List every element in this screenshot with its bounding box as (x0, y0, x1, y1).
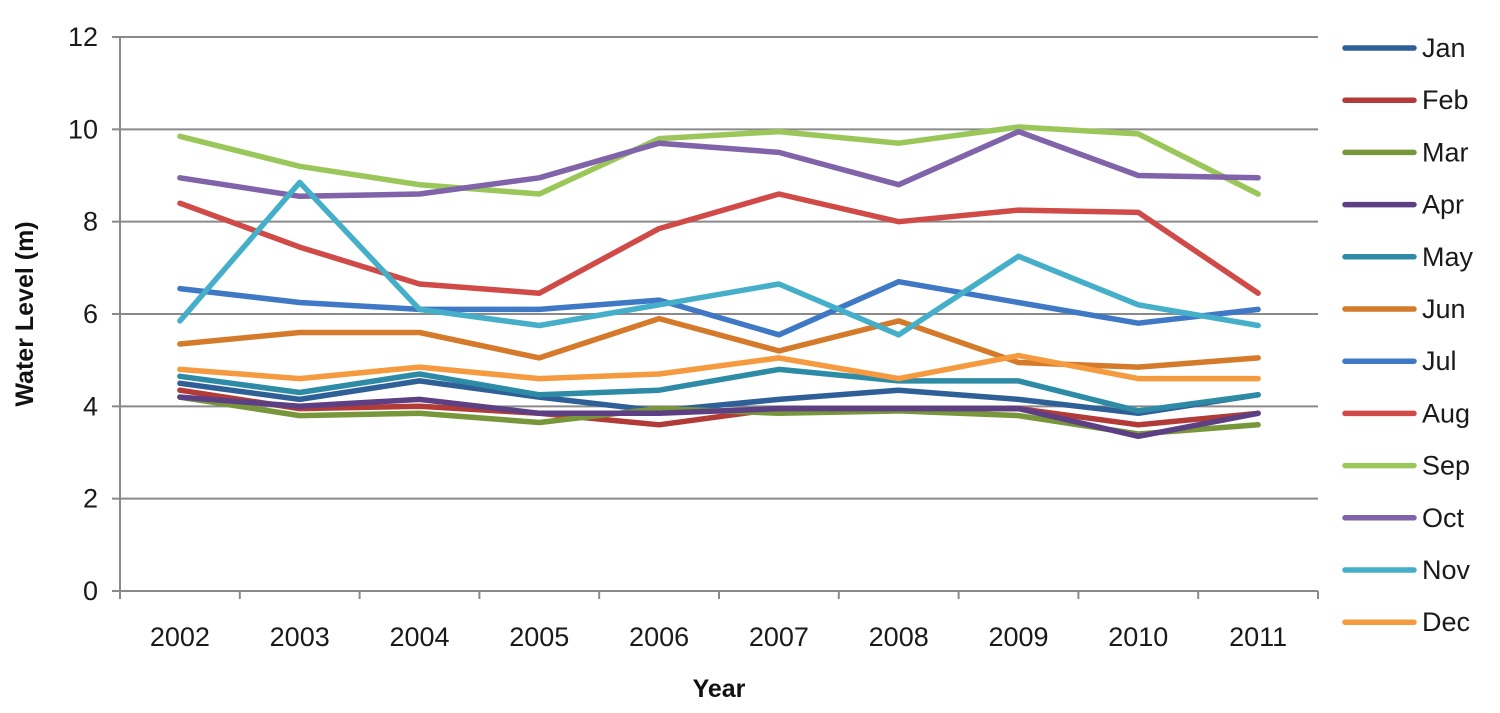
x-tick-label: 2003 (270, 622, 330, 652)
legend: Jan Feb Mar Apr May Jun Jul Aug Sep Oct Nov Dec (1345, 33, 1474, 637)
legend-item-mar: Mar (1345, 137, 1469, 167)
y-tick-label: 12 (68, 22, 98, 52)
y-axis-title: Water Level (m) (11, 221, 39, 406)
line-chart: 024681012 2002 2003 2004 2005 2006 2007 2008 20… (0, 0, 1500, 713)
legend-label: Sep (1422, 451, 1470, 481)
y-tick-label: 2 (83, 484, 98, 514)
legend-item-oct: Oct (1345, 503, 1465, 533)
legend-item-jul: Jul (1345, 346, 1457, 376)
legend-label: Feb (1422, 85, 1469, 115)
legend-item-jan: Jan (1345, 33, 1466, 63)
y-tick-label: 0 (83, 576, 98, 606)
legend-label: Mar (1422, 137, 1469, 167)
legend-label: Nov (1422, 555, 1471, 585)
y-tick-label: 10 (68, 114, 98, 144)
x-tick-label: 2004 (389, 622, 449, 652)
legend-item-jun: Jun (1345, 294, 1466, 324)
legend-label: May (1422, 242, 1474, 272)
y-tick-label: 6 (83, 299, 98, 329)
x-axis-ticks: 2002 2003 2004 2005 2006 2007 2008 2009 2010 2011 (120, 591, 1318, 652)
legend-item-may: May (1345, 242, 1474, 272)
legend-item-dec: Dec (1345, 607, 1470, 637)
gridlines (120, 37, 1318, 499)
legend-label: Jun (1422, 294, 1466, 324)
x-tick-label: 2007 (749, 622, 809, 652)
series-line-oct (180, 132, 1258, 197)
series-line-aug (180, 194, 1258, 293)
legend-item-feb: Feb (1345, 85, 1469, 115)
legend-item-sep: Sep (1345, 451, 1470, 481)
series-lines (180, 127, 1258, 436)
legend-label: Apr (1422, 190, 1464, 220)
x-tick-label: 2010 (1108, 622, 1168, 652)
x-axis-title: Year (693, 675, 746, 703)
legend-label: Oct (1422, 503, 1465, 533)
x-tick-label: 2008 (869, 622, 929, 652)
legend-label: Aug (1422, 398, 1470, 428)
x-tick-label: 2005 (509, 622, 569, 652)
legend-item-nov: Nov (1345, 555, 1471, 585)
x-tick-label: 2006 (629, 622, 689, 652)
legend-label: Jul (1422, 346, 1457, 376)
x-tick-label: 2011 (1229, 622, 1287, 652)
legend-label: Jan (1422, 33, 1466, 63)
y-axis-ticks: 0 2 4 6 8 10 12 (68, 22, 120, 606)
x-tick-label: 2002 (150, 622, 210, 652)
legend-label: Dec (1422, 607, 1470, 637)
series-line-jun (180, 319, 1258, 368)
y-tick-label: 8 (83, 207, 98, 237)
legend-item-apr: Apr (1345, 190, 1464, 220)
x-tick-label: 2009 (988, 622, 1048, 652)
y-tick-label: 4 (83, 391, 98, 421)
legend-item-aug: Aug (1345, 398, 1470, 428)
